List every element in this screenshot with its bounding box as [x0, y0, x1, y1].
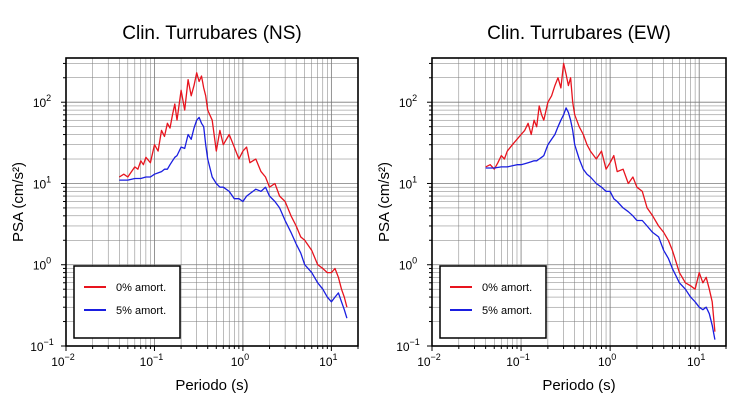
- legend-box: [439, 265, 547, 339]
- x-tick-label: 101: [687, 352, 705, 369]
- y-tick-label: 100: [399, 256, 417, 273]
- chart-title: Clin. Turrubares (EW): [487, 23, 671, 44]
- x-tick-label: 10−2: [417, 352, 441, 369]
- x-axis-label: Periodo (s): [542, 377, 615, 394]
- x-axis-label: Periodo (s): [175, 377, 248, 394]
- legend-box: [73, 265, 181, 339]
- series-line-red: [118, 72, 348, 308]
- y-tick-label: 101: [399, 174, 417, 191]
- x-tick-label: 101: [319, 352, 337, 369]
- y-tick-label: 10−1: [30, 337, 54, 354]
- series-line-red: [485, 62, 716, 332]
- legend: 0% amort. 5% amort.: [73, 265, 181, 339]
- y-tick-label: 102: [399, 93, 417, 110]
- y-tick-label: 102: [33, 93, 51, 110]
- x-tick-label: 100: [231, 352, 249, 369]
- y-axis-label: PSA (cm/s²): [376, 162, 393, 242]
- series-line-blue: [119, 116, 348, 319]
- x-tick-label: 10−1: [506, 352, 530, 369]
- chart-title: Clin. Turrubares (NS): [122, 23, 302, 44]
- series-line-blue: [485, 107, 716, 340]
- legend-label: 5% amort.: [482, 305, 532, 317]
- x-tick-label: 100: [598, 352, 616, 369]
- y-tick-label: 10−1: [396, 337, 420, 354]
- y-tick-label: 100: [33, 256, 51, 273]
- x-tick-label: 10−2: [51, 352, 75, 369]
- x-tick-label: 10−1: [140, 352, 164, 369]
- y-axis-label: PSA (cm/s²): [10, 162, 27, 242]
- legend-label: 0% amort.: [116, 282, 166, 294]
- legend-label: 0% amort.: [482, 282, 532, 294]
- y-tick-label: 101: [33, 174, 51, 191]
- legend: 0% amort. 5% amort.: [439, 265, 547, 339]
- legend-label: 5% amort.: [116, 305, 166, 317]
